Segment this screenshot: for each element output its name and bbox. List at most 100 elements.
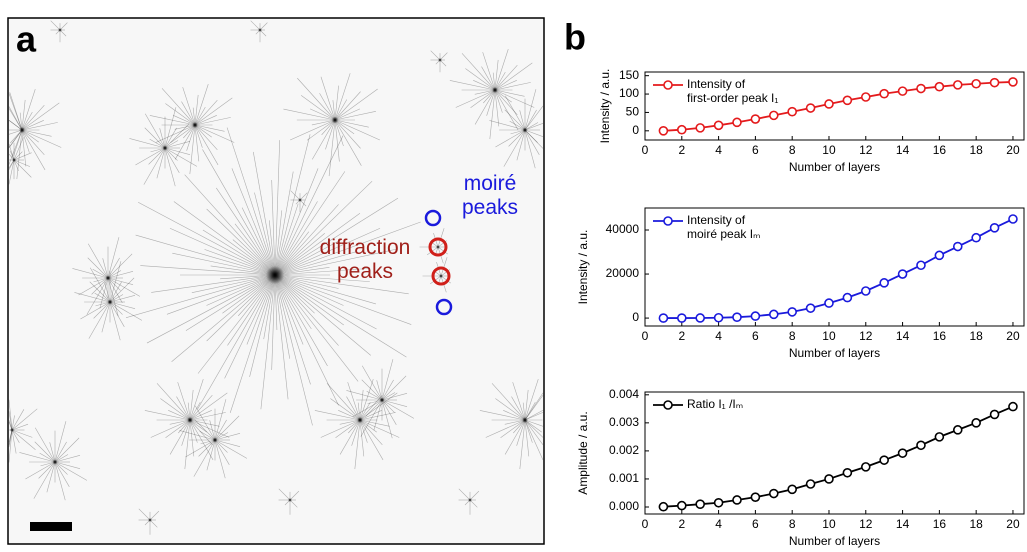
diffraction-streak <box>107 253 133 279</box>
diffraction-streak <box>246 274 276 345</box>
diffraction-streak <box>227 274 276 346</box>
x-tick-label: 10 <box>822 517 836 531</box>
diffraction-streak <box>274 274 344 306</box>
diffraction-streak <box>260 274 276 410</box>
diffraction-streak <box>229 274 276 413</box>
diffraction-streak <box>19 452 56 463</box>
diffraction-streak <box>491 383 526 421</box>
diffraction-streak <box>10 129 23 144</box>
diffraction-streak <box>274 268 370 276</box>
diffraction-streak <box>214 439 226 479</box>
diffraction-streak <box>524 419 544 446</box>
diffraction-streak <box>38 461 56 479</box>
diffraction-streak <box>503 410 526 421</box>
diffraction-streak <box>109 277 135 303</box>
diffraction-streak <box>376 380 383 401</box>
diffraction-spot <box>105 275 111 281</box>
x-tick-label: 18 <box>969 517 983 531</box>
diffraction-streak <box>274 274 344 326</box>
diffraction-streak <box>474 89 496 95</box>
diffraction-streak <box>440 275 451 284</box>
diffraction-streak <box>274 274 313 426</box>
data-point <box>934 250 945 261</box>
diffraction-streak <box>330 398 361 421</box>
diffraction-streak <box>274 274 377 330</box>
x-axis-label: Number of layers <box>789 160 880 174</box>
diffraction-streak <box>181 419 191 446</box>
diffraction-spot <box>12 158 16 162</box>
diffraction-streak <box>334 91 361 121</box>
diffraction-streak <box>524 123 544 131</box>
data-point <box>732 312 742 322</box>
diffraction-streak <box>274 274 371 356</box>
diffraction-streak <box>164 123 190 149</box>
annotation-box: moiré peaks <box>462 172 518 219</box>
diffraction-streak <box>274 140 281 276</box>
diffraction-streak <box>86 277 109 315</box>
diffraction-streak <box>274 171 346 276</box>
diffraction-streak <box>274 251 357 276</box>
diffraction-streak <box>165 419 191 439</box>
diffraction-streak <box>524 129 538 143</box>
panel-label: a <box>16 19 37 60</box>
data-point <box>842 292 853 303</box>
diffraction-streak <box>150 419 191 438</box>
diffraction-streak <box>274 274 289 400</box>
diffraction-streak <box>13 129 23 156</box>
x-tick-label: 2 <box>678 143 685 157</box>
diffraction-streak <box>381 379 394 401</box>
diffraction-streak <box>274 239 342 276</box>
diffraction-streak <box>186 124 196 151</box>
data-point <box>1008 77 1018 87</box>
diffraction-pattern <box>8 20 544 535</box>
diffraction-streak <box>359 419 383 446</box>
x-tick-label: 2 <box>678 517 685 531</box>
x-axis-label: Number of layers <box>789 346 880 360</box>
diffraction-streak <box>274 274 412 325</box>
diffraction-streak <box>179 430 216 441</box>
diffraction-streak <box>250 20 261 31</box>
data-point <box>676 124 687 135</box>
diffraction-spot <box>379 397 385 403</box>
diffraction-streak <box>479 410 526 421</box>
diffraction-streak <box>144 127 166 149</box>
data-point <box>879 278 889 288</box>
diffraction-streak <box>289 490 300 501</box>
data-point <box>989 77 1000 88</box>
y-tick-label: 150 <box>619 68 639 82</box>
diffraction-streak <box>8 159 15 185</box>
diffraction-streak <box>263 274 276 340</box>
y-axis-label: Amplitude / a.u. <box>576 411 590 494</box>
diffraction-streak <box>524 129 536 169</box>
x-tick-label: 18 <box>969 143 983 157</box>
diffraction-streak <box>13 152 32 161</box>
data-point <box>879 88 889 99</box>
diffraction-streak <box>274 134 311 276</box>
diffraction-streak <box>54 441 67 463</box>
diffraction-spot <box>212 437 218 443</box>
diffraction-streak <box>231 168 276 276</box>
diffraction-streak <box>169 227 276 276</box>
diffraction-streak <box>129 138 166 149</box>
diffraction-streak <box>359 394 383 421</box>
diffraction-streak <box>21 129 62 148</box>
diffraction-streak <box>509 120 526 131</box>
data-point <box>897 269 908 279</box>
diffraction-streak <box>78 277 109 296</box>
diffraction-spot <box>107 299 113 305</box>
diffraction-streak <box>172 252 276 276</box>
diffraction-streak <box>8 129 23 148</box>
diffraction-streak <box>494 49 509 91</box>
diffraction-streak <box>164 147 191 155</box>
diffraction-streak <box>101 301 111 333</box>
diffraction-streak <box>155 124 196 143</box>
diffraction-streak <box>352 399 383 418</box>
diffraction-streak <box>164 107 177 149</box>
diffraction-streak <box>214 439 248 459</box>
diffraction-streak <box>34 441 56 463</box>
diffraction-spot <box>439 274 443 278</box>
legend-box: Intensity of moiré peak Iₘ <box>687 213 761 241</box>
data-point <box>1008 214 1018 224</box>
diffraction-spot <box>438 58 442 62</box>
diffraction-streak <box>144 113 166 149</box>
